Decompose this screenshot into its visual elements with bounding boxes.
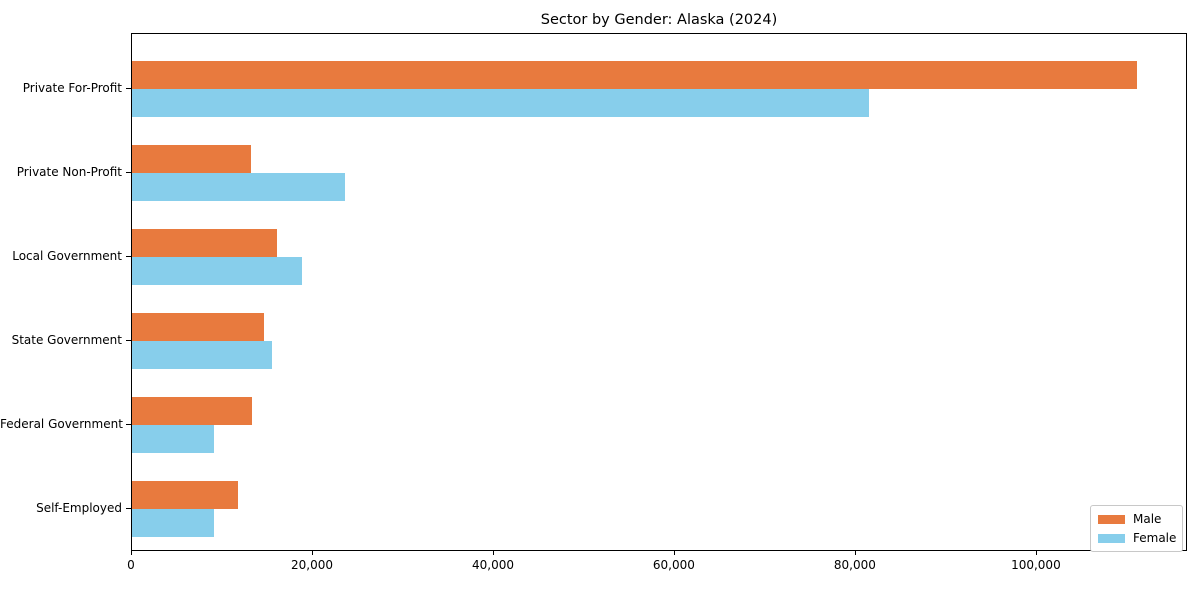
- bar-female-6: [132, 509, 215, 537]
- female-color-swatch: [1098, 533, 1125, 543]
- y-tick-label: Private For-Profit: [22, 81, 122, 95]
- y-tick-mark: [126, 424, 131, 425]
- x-tick-label: 0: [127, 558, 135, 572]
- bar-female-5: [132, 425, 215, 453]
- x-tick-mark: [854, 551, 856, 555]
- bar-male-5: [132, 397, 253, 425]
- x-tick-label: 100,000: [1011, 558, 1061, 572]
- legend-item-male: Male: [1098, 511, 1175, 526]
- y-tick-label: Federal Government: [0, 417, 123, 431]
- legend: Male Female: [1090, 505, 1183, 552]
- bar-male-1: [132, 61, 1138, 89]
- bar-female-4: [132, 341, 273, 369]
- legend-label-female: Female: [1133, 530, 1177, 545]
- bar-male-3: [132, 229, 277, 257]
- bar-female-3: [132, 257, 303, 285]
- plot-area: [131, 33, 1187, 551]
- y-tick-label: Local Government: [12, 249, 122, 263]
- y-tick-label: State Government: [11, 333, 122, 347]
- y-tick-mark: [126, 172, 131, 173]
- x-tick-mark: [312, 551, 313, 555]
- y-tick-label: Private Non-Profit: [16, 165, 122, 179]
- y-tick-mark: [126, 256, 131, 257]
- bar-male-4: [132, 313, 265, 341]
- y-tick-mark: [126, 340, 131, 341]
- bar-female-1: [132, 89, 869, 117]
- bar-male-6: [132, 481, 238, 509]
- male-color-swatch: [1098, 514, 1125, 524]
- x-tick-mark: [1035, 551, 1037, 555]
- x-tick-mark: [131, 551, 132, 555]
- y-tick-label: Self-Employed: [36, 501, 122, 515]
- y-tick-mark: [126, 508, 131, 509]
- x-tick-mark: [493, 551, 494, 555]
- x-tick-mark: [673, 551, 675, 555]
- legend-label-male: Male: [1133, 511, 1162, 526]
- x-tick-label: 80,000: [833, 558, 876, 572]
- chart-title: Sector by Gender: Alaska (2024): [540, 12, 778, 28]
- bar-male-2: [132, 145, 252, 173]
- x-tick-label: 40,000: [472, 558, 514, 572]
- y-tick-mark: [126, 88, 131, 89]
- bar-female-2: [132, 173, 345, 201]
- x-tick-label: 60,000: [652, 558, 695, 572]
- legend-item-female: Female: [1098, 530, 1177, 545]
- x-tick-label: 20,000: [291, 558, 333, 572]
